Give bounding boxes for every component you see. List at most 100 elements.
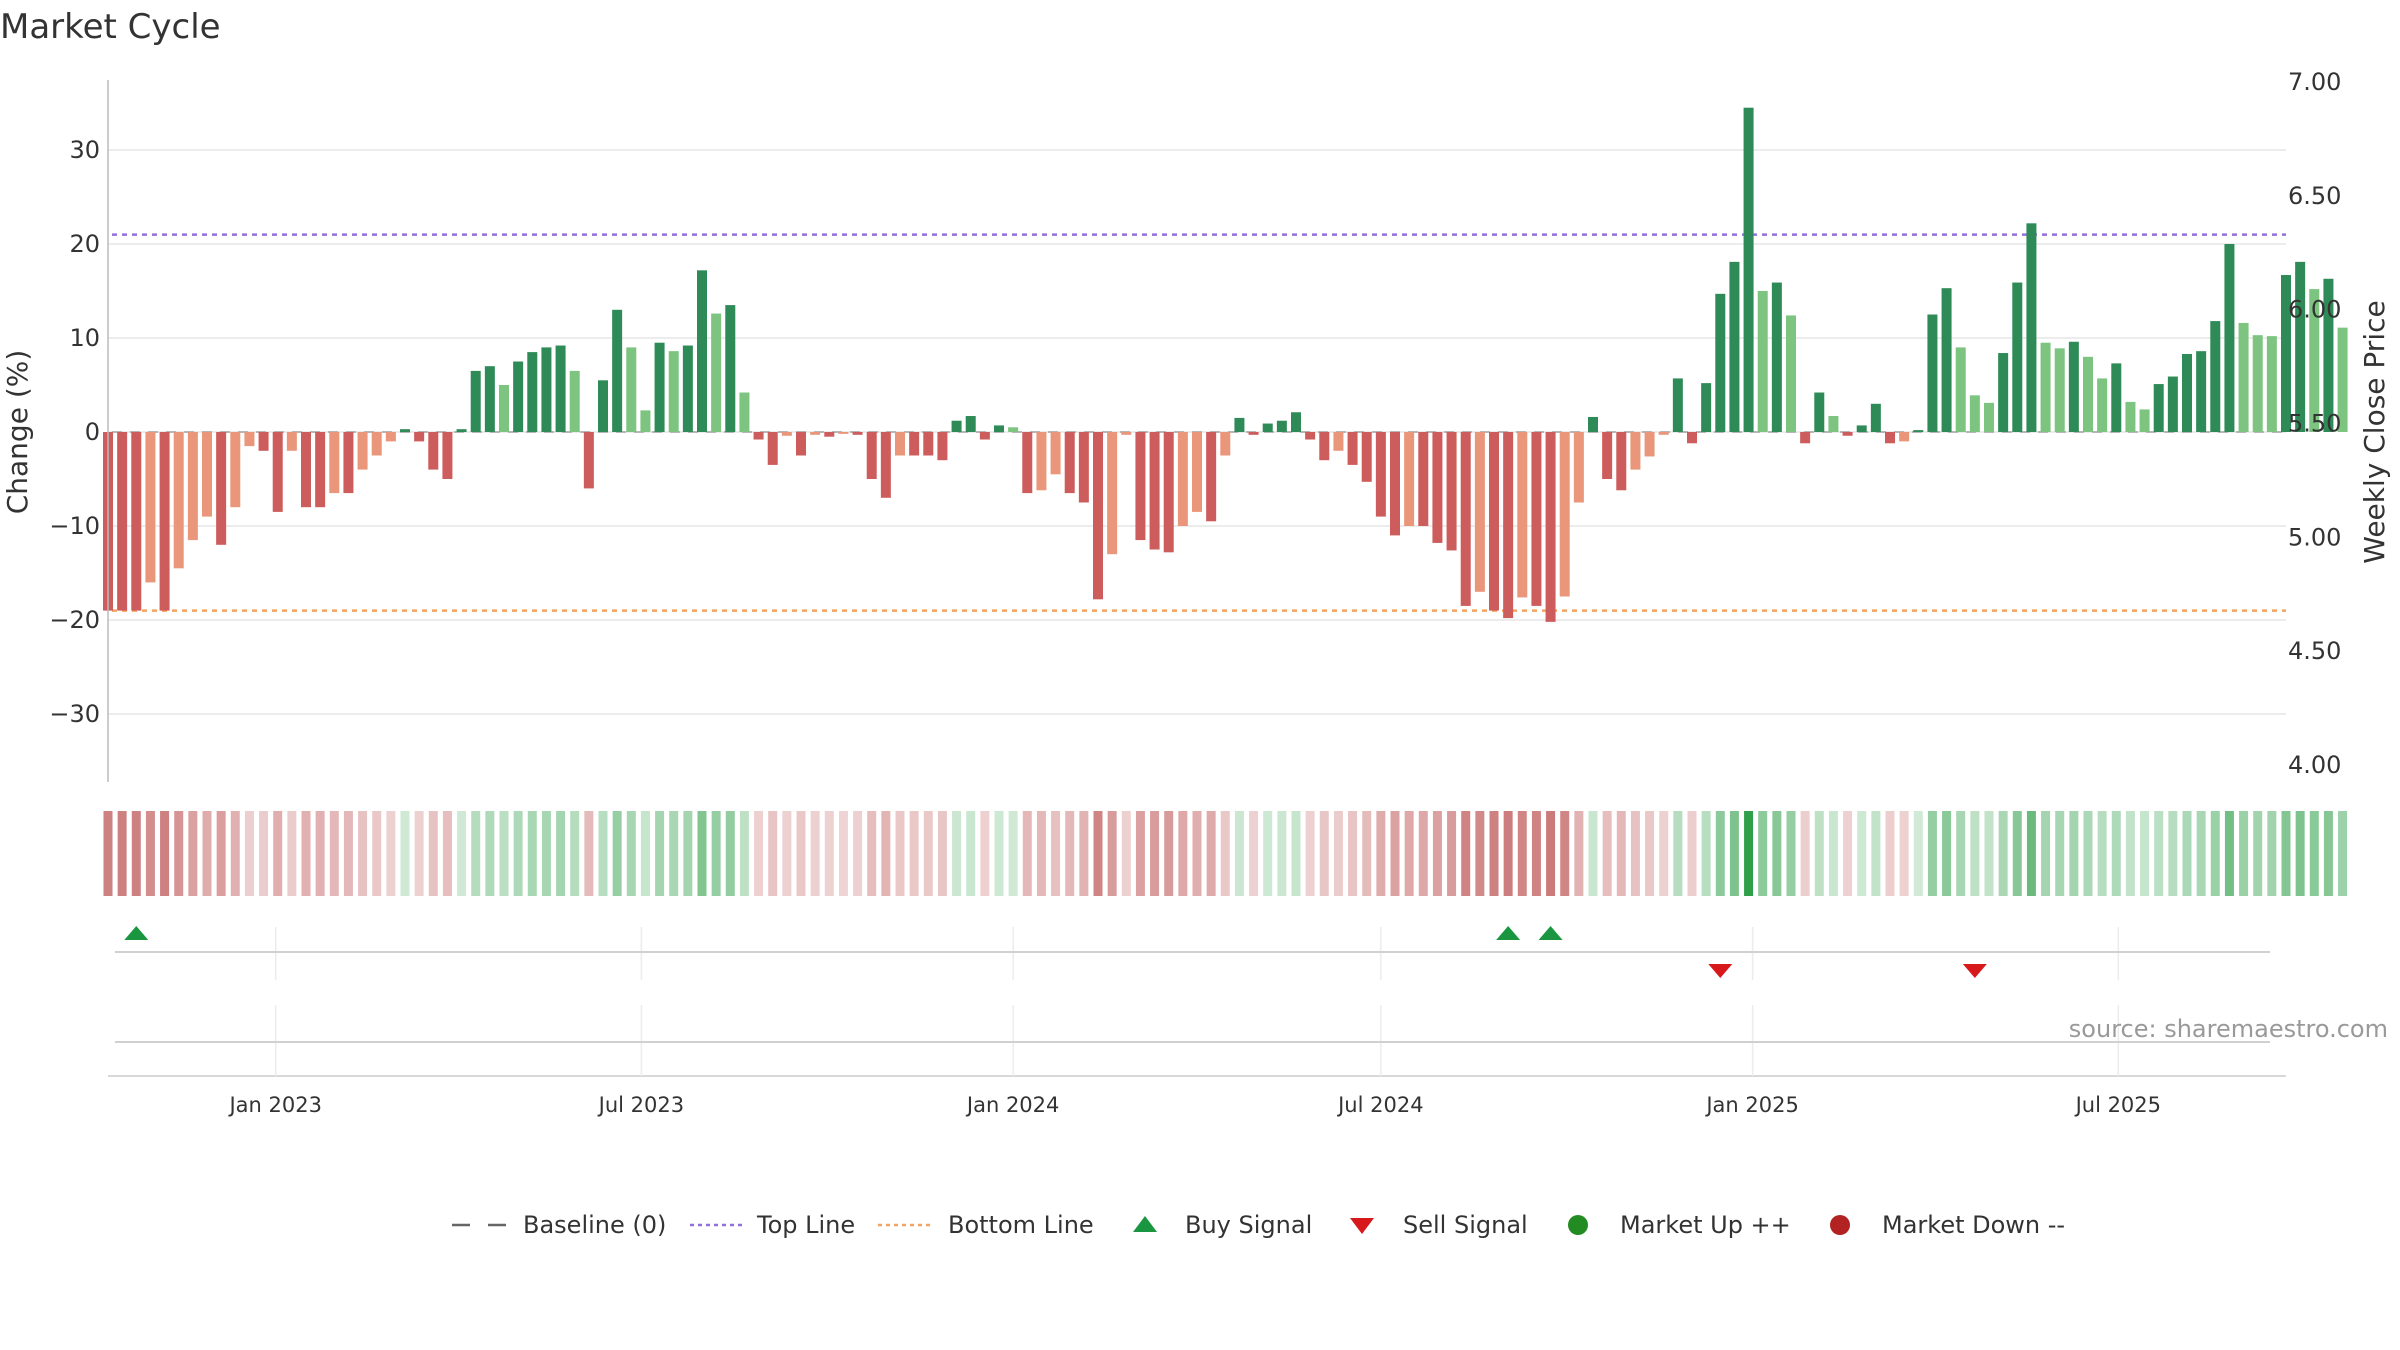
heat-strip-cell <box>1220 811 1230 896</box>
heat-strip-cell <box>1192 811 1202 896</box>
y-left-tick-label: −20 <box>49 606 100 634</box>
change-bar <box>2125 401 2136 432</box>
change-bar <box>1135 432 1146 541</box>
change-bar <box>796 432 806 456</box>
heat-strip-cell <box>1065 811 1075 896</box>
heat-strip-cell <box>2012 811 2022 896</box>
change-bar <box>951 420 962 432</box>
x-tick-label: Jan 2024 <box>965 1093 1060 1117</box>
heat-strip-cell <box>1574 811 1584 896</box>
change-bar <box>2210 321 2221 432</box>
change-bar <box>1149 432 1160 550</box>
heat-strip-cell <box>2097 811 2107 896</box>
heat-strip-cell <box>1814 811 1824 896</box>
heat-strip-cell <box>301 811 311 896</box>
heat-strip-cell <box>655 811 665 896</box>
heat-strip-cell <box>442 811 452 896</box>
change-bar <box>1588 416 1598 432</box>
heat-strip-cell <box>315 811 325 896</box>
change-bar <box>2182 353 2192 432</box>
change-bar <box>1545 432 1556 622</box>
heat-strip-cell <box>1984 811 1994 896</box>
change-bar <box>2040 342 2051 432</box>
heat-strip-cell <box>1376 811 1386 896</box>
heat-strip-cell <box>824 811 834 896</box>
change-bar <box>697 270 707 432</box>
heat-strip-cell <box>329 811 339 896</box>
heat-strip-cell <box>1432 811 1442 896</box>
heat-strip-cell <box>2239 811 2249 896</box>
change-bar <box>654 342 665 432</box>
legend-buy-signal-icon <box>1133 1216 1157 1232</box>
change-bar <box>343 432 354 494</box>
heat-strip-cell <box>343 811 353 896</box>
change-bar <box>711 313 722 432</box>
heat-strip-cell <box>1772 811 1782 896</box>
heat-strip-cell <box>2267 811 2277 896</box>
heat-strip-cell <box>2168 811 2178 896</box>
heat-strip-cell <box>626 811 636 896</box>
change-bar <box>1503 432 1514 619</box>
x-tick-label: Jul 2024 <box>1336 1093 1423 1117</box>
change-bar <box>1248 432 1259 435</box>
change-bar <box>612 309 623 432</box>
change-bar <box>145 432 156 583</box>
y-right-tick-label: 7.00 <box>2288 68 2341 96</box>
change-bar <box>1050 432 1061 475</box>
change-bar <box>1022 432 1033 494</box>
heat-strip-cell <box>259 811 269 896</box>
heat-strip-cell <box>1715 811 1725 896</box>
change-bar <box>1984 402 1994 432</box>
change-bar <box>895 432 905 456</box>
heat-strip-cell <box>640 811 650 896</box>
heat-strip-cell <box>145 811 155 896</box>
heat-strip-cell <box>1744 811 1754 896</box>
change-bar <box>442 432 453 479</box>
heat-strip-cell <box>980 811 990 896</box>
legend-label: Buy Signal <box>1185 1211 1312 1239</box>
change-bar <box>2266 336 2277 432</box>
y-right-tick-label: 5.00 <box>2288 523 2341 551</box>
change-bar <box>725 305 736 432</box>
heat-strip-cell <box>1234 811 1244 896</box>
heat-strip-cell <box>1531 811 1541 896</box>
change-bar <box>1390 432 1400 536</box>
heat-strip-cell <box>499 811 509 896</box>
change-bar <box>1771 282 1782 432</box>
heat-strip-cell <box>612 811 622 896</box>
change-bar <box>838 432 849 434</box>
heat-strip-cell <box>570 811 580 896</box>
heat-strip-cell <box>1659 811 1669 896</box>
heat-strip-cell <box>1121 811 1131 896</box>
legend: Baseline (0) Top Line Bottom Line Buy Signa… <box>452 1211 2065 1239</box>
change-bar <box>1319 432 1330 461</box>
change-bar <box>371 432 382 456</box>
buy-signal-marker <box>1496 926 1521 940</box>
heat-strip-cell <box>372 811 382 896</box>
heat-strip-cell <box>1800 811 1810 896</box>
heat-strip-cell <box>1602 811 1612 896</box>
heat-strip-cell <box>2083 811 2093 896</box>
change-bar <box>2281 275 2291 432</box>
change-bar <box>1616 432 1627 491</box>
heat-strip-cell <box>1828 811 1838 896</box>
heat-strip-cell <box>683 811 693 896</box>
change-bar <box>329 432 340 494</box>
heat-strip-cell <box>1616 811 1626 896</box>
heat-strip-cell <box>2026 811 2036 896</box>
change-bar <box>1786 315 1796 432</box>
heat-strip-cell <box>1107 811 1117 896</box>
change-bar <box>1814 392 1825 432</box>
change-bar <box>315 432 326 508</box>
heat-strip-cell <box>1885 811 1895 896</box>
heat-strip-cell <box>2309 811 2319 896</box>
legend-label: Market Up ++ <box>1620 1211 1791 1239</box>
change-bar <box>2196 351 2207 432</box>
change-bar <box>909 432 920 456</box>
change-bar <box>2068 341 2079 432</box>
heat-strip-cell <box>2210 811 2220 896</box>
heat-strip-cell <box>2069 811 2079 896</box>
change-bar <box>202 432 212 517</box>
heat-strip-cell <box>1673 811 1683 896</box>
